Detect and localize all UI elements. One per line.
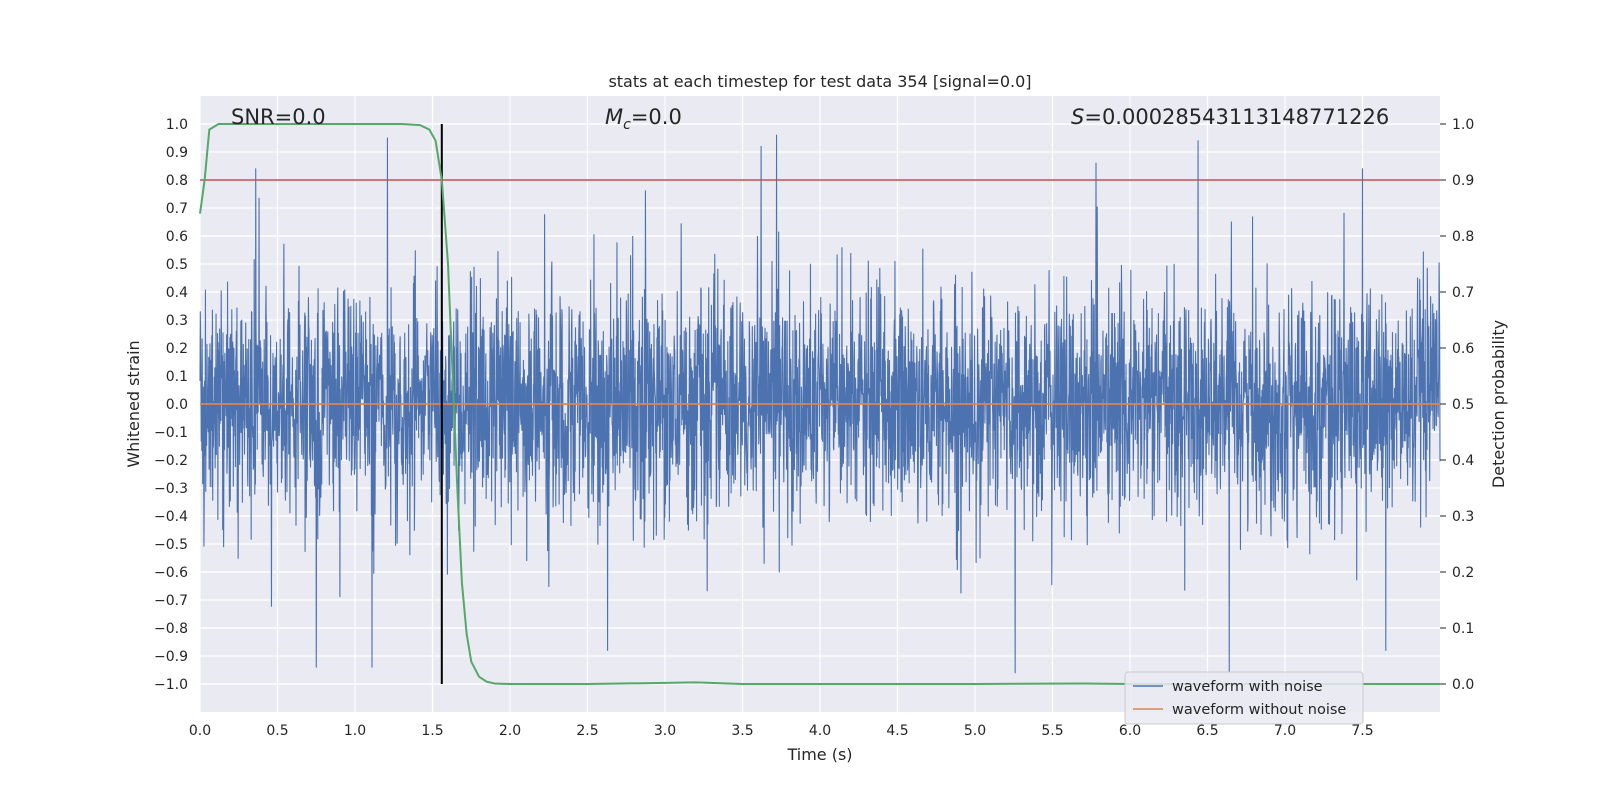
x-axis-label: Time (s) [786, 745, 852, 764]
chirp-mass-symbol: M [605, 105, 623, 129]
y2-tick-label: 0.3 [1452, 509, 1474, 525]
y-tick-label: 1.0 [166, 117, 188, 133]
y2-tick-labels: 0.0 0.1 0.2 0.3 0.4 0.5 0.6 0.7 0.8 0.9 1.0 [1440, 117, 1474, 693]
y2-tick-label: 0.7 [1452, 285, 1474, 301]
y-tick-label: 0.6 [166, 229, 188, 245]
legend-frame [1124, 671, 1364, 725]
noise-waveform-line [199, 134, 1441, 674]
chirp-mass-annotation: Mc=0.0 [605, 105, 682, 133]
y-tick-label: 0.5 [166, 257, 188, 273]
x-tick-label: 5.0 [964, 723, 986, 739]
y-tick-label: 0.0 [166, 397, 188, 413]
x-tick-label: 3.5 [731, 723, 753, 739]
y-tick-label: −0.8 [154, 621, 188, 637]
x-tick-labels: 0.0 0.5 1.0 1.5 2.0 2.5 3.0 3.5 4.0 4.5 5.0 5.5 6.0 6… [189, 723, 1374, 739]
chirp-mass-subscript: c [623, 117, 631, 133]
y-tick-label: 0.9 [166, 145, 188, 161]
y2-tick-label: 0.2 [1452, 565, 1474, 581]
y2-tick-label: 0.4 [1452, 453, 1474, 469]
y-tick-label: 0.2 [166, 341, 188, 357]
y2-tick-label: 0.5 [1452, 397, 1474, 413]
y2-tick-label: 0.6 [1452, 341, 1474, 357]
x-tick-label: 4.0 [809, 723, 831, 739]
y-axis-label: Whitened strain [124, 340, 143, 467]
x-tick-label: 7.5 [1351, 723, 1373, 739]
x-tick-label: 4.5 [886, 723, 908, 739]
y-tick-label: −0.2 [154, 453, 188, 469]
y-tick-label: −0.7 [154, 593, 188, 609]
statistic-value: =0.00028543113148771226 [1084, 105, 1389, 129]
y2-tick-label: 0.1 [1452, 621, 1474, 637]
y-tick-label: 0.8 [166, 173, 188, 189]
y2-tick-label: 1.0 [1452, 117, 1474, 133]
x-tick-label: 0.5 [266, 723, 288, 739]
y-tick-label: 0.4 [166, 285, 188, 301]
x-tick-label: 6.0 [1119, 723, 1141, 739]
y2-axis-label: Detection probability [1489, 320, 1508, 488]
y-tick-label: −0.5 [154, 537, 188, 553]
snr-annotation: SNR=0.0 [231, 105, 326, 129]
x-tick-label: 0.0 [189, 723, 211, 739]
x-tick-label: 1.0 [344, 723, 366, 739]
y2-tick-label: 0.0 [1452, 677, 1474, 693]
y-tick-label: 0.7 [166, 201, 188, 217]
y-tick-label: −0.3 [154, 481, 188, 497]
y2-tick-label: 0.9 [1452, 173, 1474, 189]
x-tick-label: 2.0 [499, 723, 521, 739]
chirp-mass-value: =0.0 [631, 105, 682, 129]
statistic-symbol: S [1071, 105, 1084, 129]
probability-line [199, 123, 1440, 685]
x-tick-label: 3.0 [654, 723, 676, 739]
legend-label-clean: waveform without noise [1172, 702, 1346, 718]
y-tick-label: −0.1 [154, 425, 188, 441]
y-tick-label: 0.3 [166, 313, 188, 329]
x-tick-label: 2.5 [576, 723, 598, 739]
series-detection-probability [199, 123, 1440, 685]
y-tick-label: −0.6 [154, 565, 188, 581]
y-tick-label: −0.9 [154, 649, 188, 665]
chart-title: stats at each timestep for test data 354… [608, 72, 1031, 91]
x-tick-label: 1.5 [421, 723, 443, 739]
legend: waveform with noise waveform without noi… [1124, 671, 1364, 725]
y-tick-label: −0.4 [154, 509, 188, 525]
x-tick-label: 6.5 [1196, 723, 1218, 739]
x-tick-label: 7.0 [1274, 723, 1296, 739]
y-tick-label: −1.0 [154, 677, 188, 693]
y-tick-labels: −1.0 −0.9 −0.8 −0.7 −0.6 −0.5 −0.4 −0.3 −0.2 −0.1… [154, 117, 188, 693]
x-tick-label: 5.5 [1041, 723, 1063, 739]
y-tick-label: 0.1 [166, 369, 188, 385]
statistic-annotation: S=0.00028543113148771226 [1071, 105, 1389, 129]
series-waveform-with-noise [199, 134, 1441, 674]
legend-label-noise: waveform with noise [1172, 679, 1323, 695]
y2-tick-label: 0.8 [1452, 229, 1474, 245]
